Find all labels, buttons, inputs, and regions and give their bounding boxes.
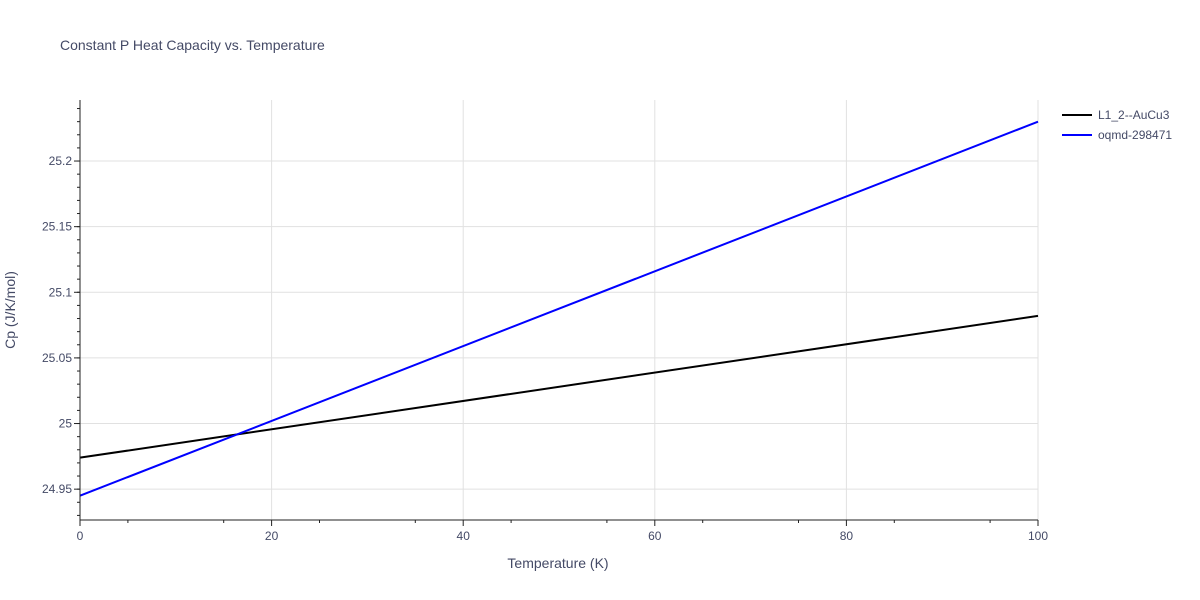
y-tick-label: 25.05 xyxy=(42,351,72,365)
plot-lines xyxy=(80,122,1038,496)
y-tick-label: 24.95 xyxy=(42,482,72,496)
legend-label-oqmd-298471: oqmd-298471 xyxy=(1098,128,1172,142)
x-tick-label: 20 xyxy=(265,529,279,543)
x-axis-title: Temperature (K) xyxy=(507,555,608,571)
x-tick-label: 80 xyxy=(840,529,854,543)
grid xyxy=(80,100,1038,520)
x-tick-label: 60 xyxy=(648,529,662,543)
series-line-oqmd-298471 xyxy=(80,122,1038,496)
x-tick-label: 0 xyxy=(77,529,84,543)
legend-label-L1_2--AuCu3: L1_2--AuCu3 xyxy=(1098,108,1170,122)
y-tick-label: 25.2 xyxy=(49,154,73,168)
y-tick-label: 25.15 xyxy=(42,220,72,234)
x-tick-label: 40 xyxy=(457,529,471,543)
legend: L1_2--AuCu3 oqmd-298471 xyxy=(1062,108,1172,142)
series-line-L1_2--AuCu3 xyxy=(80,316,1038,458)
y-axis-title: Cp (J/K/mol) xyxy=(2,271,18,349)
axes: 0 20 40 60 80 100 24.95 25 25.05 25.1 25.15 25.2 xyxy=(42,100,1048,543)
chart-title: Constant P Heat Capacity vs. Temperature xyxy=(60,37,325,53)
x-tick-label: 100 xyxy=(1028,529,1048,543)
y-tick-label: 25 xyxy=(59,417,73,431)
y-tick-label: 25.1 xyxy=(49,285,73,299)
